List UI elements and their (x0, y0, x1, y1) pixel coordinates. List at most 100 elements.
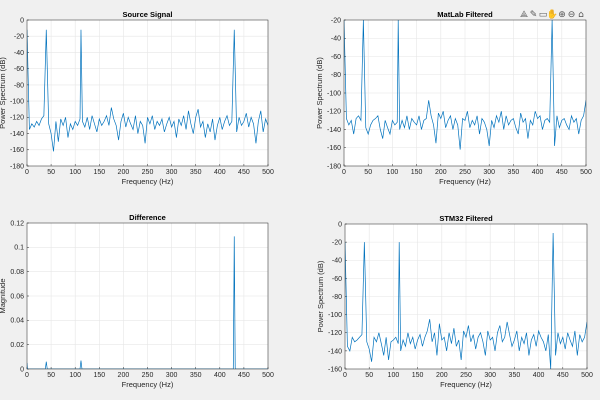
series-line (344, 20, 586, 150)
y-tick-label: -20 (332, 240, 342, 247)
y-tick-label: -80 (332, 294, 342, 301)
x-tick-label: 100 (388, 372, 400, 379)
x-tick-label: 150 (411, 169, 423, 176)
subplot-title: Source Signal (122, 10, 172, 19)
subplot-2[interactable]: 0 50 100 150 200 250 300 350 400 450 500 -180 -160 -1… (315, 10, 592, 186)
data-tips-icon[interactable]: ⟁ (520, 10, 528, 20)
y-tick-label: -20 (14, 34, 24, 41)
y-tick-label: 0.06 (10, 293, 24, 300)
axes-box (26, 222, 269, 370)
y-axis-label: Power Spectrum (dB) (315, 57, 324, 129)
y-tick-label: 0.1 (14, 245, 24, 252)
series-line (27, 236, 268, 369)
x-axis-label: Frequency (Hz) (122, 380, 174, 389)
rotate-icon[interactable]: ▭ (539, 10, 548, 20)
y-tick-label: 0 (20, 17, 24, 24)
y-tick-label: -140 (328, 348, 342, 355)
y-tick-label: -120 (327, 109, 341, 116)
axes-toolbar: ⟁ ✎ ▭ ✋ ⊕ ⊖ ⌂ (520, 8, 584, 20)
x-tick-label: 100 (387, 169, 399, 176)
y-tick-label: 0 (338, 221, 342, 228)
y-tick-label: -100 (10, 99, 24, 106)
x-axis-label: Frequency (Hz) (439, 177, 491, 186)
x-tick-label: 400 (533, 372, 545, 379)
y-axis-label: Power Spectrum (dB) (316, 260, 325, 332)
y-tick-label: -120 (328, 330, 342, 337)
x-tick-label: 500 (580, 169, 592, 176)
subplot-4[interactable]: 0 50 100 150 200 250 300 350 400 450 500 -160 -140 -1… (316, 214, 593, 389)
y-axis-label: Magnitude (0, 278, 7, 313)
x-tick-label: 250 (459, 169, 471, 176)
y-axis-label: Power Spectrum (dB) (0, 57, 7, 129)
y-tick-label: 0.02 (10, 342, 24, 349)
x-tick-label: 350 (508, 169, 520, 176)
series-line (27, 29, 268, 152)
y-tick-label: 0.12 (10, 220, 24, 227)
y-tick-label: -160 (327, 145, 341, 152)
x-tick-label: 450 (556, 169, 568, 176)
x-tick-label: 250 (142, 169, 154, 176)
x-tick-label: 250 (142, 372, 154, 379)
subplot-title: MatLab Filtered (437, 10, 493, 19)
y-tick-label: 0.08 (10, 269, 24, 276)
x-axis-label: Frequency (Hz) (122, 177, 174, 186)
x-tick-label: 300 (166, 169, 178, 176)
y-tick-label: 0 (20, 366, 24, 373)
x-tick-label: 50 (47, 372, 55, 379)
y-tick-label: -180 (10, 163, 24, 170)
x-tick-label: 0 (343, 372, 347, 379)
y-tick-label: -100 (328, 312, 342, 319)
x-tick-label: 300 (484, 372, 496, 379)
y-tick-label: -20 (331, 17, 341, 24)
y-tick-label: -40 (14, 50, 24, 57)
x-tick-label: 350 (190, 169, 202, 176)
x-tick-label: 400 (214, 372, 226, 379)
home-icon[interactable]: ⌂ (578, 10, 584, 20)
x-tick-label: 0 (25, 372, 29, 379)
pan-icon[interactable]: ✋ (547, 8, 558, 20)
subplot-title: STM32 Filtered (439, 214, 493, 223)
brush-icon[interactable]: ✎ (530, 10, 538, 20)
zoom-out-icon[interactable]: ⊖ (568, 10, 576, 20)
x-tick-label: 300 (166, 372, 178, 379)
zoom-in-icon[interactable]: ⊕ (558, 10, 566, 20)
y-tick-label: 0.04 (10, 318, 24, 325)
x-tick-label: 200 (118, 372, 130, 379)
y-tick-label: -160 (10, 147, 24, 154)
x-tick-label: 450 (557, 372, 569, 379)
x-tick-label: 50 (47, 169, 55, 176)
y-tick-label: -40 (332, 258, 342, 265)
x-tick-label: 400 (532, 169, 544, 176)
x-tick-label: 400 (214, 169, 226, 176)
y-tick-label: -140 (10, 131, 24, 138)
x-tick-label: 0 (342, 169, 346, 176)
x-tick-label: 50 (365, 372, 373, 379)
subplot-3[interactable]: 0 50 100 150 200 250 300 350 400 450 500 0 0.02 0.04 0… (0, 213, 274, 389)
y-tick-label: -60 (332, 276, 342, 283)
x-tick-label: 500 (262, 169, 274, 176)
series-line (345, 233, 587, 369)
y-tick-label: -120 (10, 115, 24, 122)
x-tick-label: 50 (364, 169, 372, 176)
x-tick-label: 100 (69, 372, 81, 379)
y-tick-label: -160 (328, 366, 342, 373)
x-tick-label: 350 (509, 372, 521, 379)
x-tick-label: 200 (436, 372, 448, 379)
x-tick-label: 150 (93, 169, 105, 176)
x-tick-label: 300 (483, 169, 495, 176)
x-tick-label: 100 (69, 169, 81, 176)
y-tick-label: -140 (327, 127, 341, 134)
y-tick-label: -60 (14, 66, 24, 73)
y-tick-label: -60 (331, 54, 341, 61)
x-tick-label: 0 (25, 169, 29, 176)
x-tick-label: 500 (262, 372, 274, 379)
subplot-1[interactable]: 0 50 100 150 200 250 300 350 400 450 500 -180 -160 -1… (0, 10, 274, 186)
axes-box (344, 223, 588, 370)
x-axis-label: Frequency (Hz) (440, 380, 492, 389)
y-tick-label: -80 (14, 82, 24, 89)
x-tick-label: 450 (238, 169, 250, 176)
x-tick-label: 250 (460, 372, 472, 379)
y-tick-label: -40 (331, 36, 341, 43)
x-tick-label: 150 (93, 372, 105, 379)
